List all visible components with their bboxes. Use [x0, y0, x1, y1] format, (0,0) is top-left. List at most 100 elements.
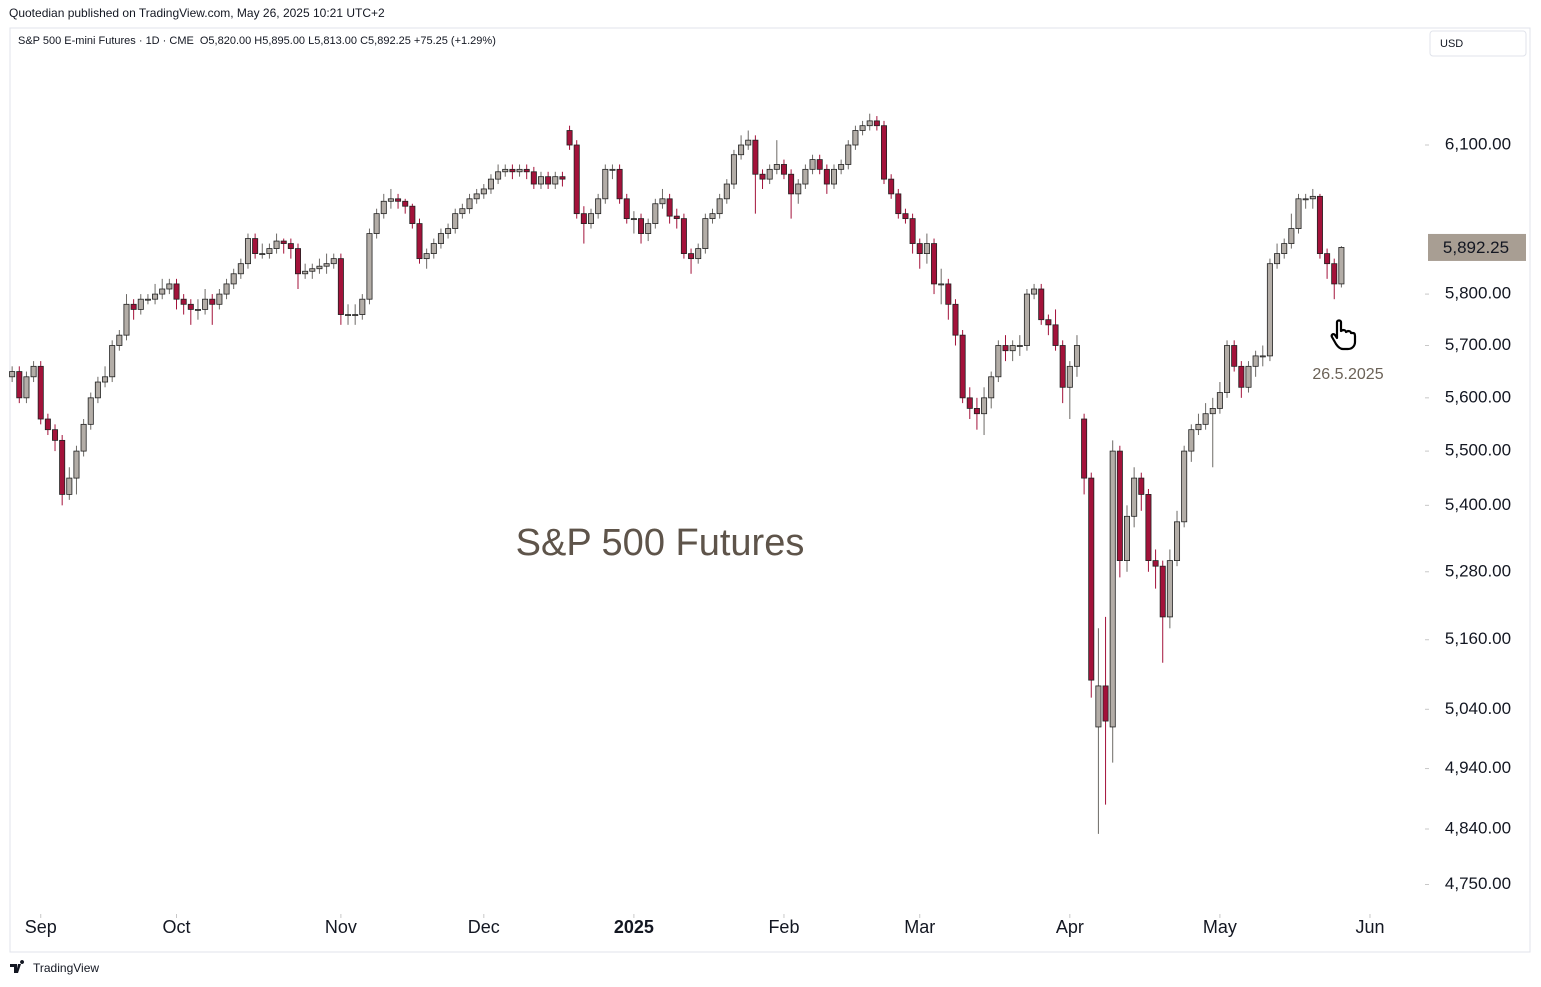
- candle-body: [638, 218, 645, 234]
- candle-body: [1309, 195, 1316, 200]
- candle-body: [209, 298, 216, 305]
- candle-body: [1231, 345, 1238, 367]
- candle-body: [916, 243, 923, 254]
- candle-body: [988, 376, 995, 399]
- candle-body: [1002, 345, 1009, 352]
- candle-body: [166, 283, 173, 290]
- candle-body: [588, 213, 595, 224]
- last-price-label: 5,892.25: [1443, 238, 1509, 257]
- candle-body: [502, 168, 509, 173]
- candle-body: [352, 314, 359, 316]
- x-tick-label: Apr: [1056, 917, 1084, 937]
- candle-body: [116, 334, 123, 346]
- candle-body: [888, 178, 895, 195]
- candle-body: [580, 213, 587, 224]
- candle-body: [509, 168, 516, 173]
- candle-body: [1073, 345, 1080, 367]
- candle-body: [645, 223, 652, 234]
- candle-body: [859, 125, 866, 131]
- candle-body: [609, 168, 616, 171]
- x-tick-label: Mar: [904, 917, 935, 937]
- legend-title: S&P 500 E-mini Futures · 1D · CME: [18, 35, 194, 47]
- candle-body: [1166, 560, 1173, 618]
- candle-body: [173, 283, 180, 300]
- candle-body: [345, 314, 352, 316]
- candle-body: [1281, 243, 1288, 254]
- candle-body: [445, 228, 452, 234]
- candle-body: [1316, 195, 1323, 254]
- y-tick-label: 5,500.00: [1445, 441, 1511, 460]
- candle-body: [187, 303, 194, 310]
- y-tick-label: 4,840.00: [1445, 818, 1511, 837]
- y-tick-label: 6,100.00: [1445, 134, 1511, 153]
- candle-body: [809, 159, 816, 170]
- x-tick-label: Feb: [768, 917, 799, 937]
- candle-body: [959, 334, 966, 399]
- candle-body: [273, 240, 280, 249]
- candle-body: [459, 208, 466, 215]
- candle-body: [1052, 324, 1059, 346]
- candle-body: [287, 243, 294, 249]
- currency-box[interactable]: [1429, 30, 1527, 57]
- candle-body: [130, 303, 137, 310]
- candle-body: [9, 371, 16, 378]
- candle-body: [616, 168, 623, 200]
- candle-body: [1209, 408, 1216, 415]
- candle-body: [552, 176, 559, 185]
- candle-body: [366, 233, 373, 300]
- candle-body: [66, 477, 73, 495]
- candle-body: [981, 397, 988, 415]
- candle-body: [902, 213, 909, 220]
- currency[interactable]: USD: [1440, 38, 1463, 50]
- candle-body: [123, 303, 130, 336]
- candle-body: [1266, 263, 1273, 357]
- candle-body: [816, 159, 823, 170]
- candle-body: [73, 450, 80, 479]
- x-tick-label: May: [1203, 917, 1237, 937]
- candle-body: [838, 164, 845, 170]
- candle-body: [202, 298, 209, 310]
- candle-body: [473, 193, 480, 200]
- candle-body: [659, 198, 666, 205]
- candle-body: [995, 345, 1002, 378]
- candle-body: [30, 365, 37, 378]
- candle-body: [1145, 494, 1152, 562]
- candle-body: [1102, 685, 1109, 722]
- candle-body: [152, 293, 159, 300]
- candle-body: [1216, 392, 1223, 409]
- candle-body: [373, 213, 380, 234]
- candle-body: [1009, 345, 1016, 352]
- y-tick-label: 5,600.00: [1445, 387, 1511, 406]
- candle-body: [1302, 198, 1309, 201]
- candle-body: [1324, 253, 1331, 265]
- x-tick-label: Jun: [1355, 917, 1384, 937]
- candle-body: [945, 283, 952, 305]
- candle-body: [573, 144, 580, 215]
- candle-body: [602, 168, 609, 200]
- candle-body: [259, 253, 266, 255]
- candle-body: [309, 268, 316, 272]
- candle-body: [1245, 365, 1252, 388]
- candle-body: [194, 309, 201, 311]
- candle-body: [180, 298, 187, 305]
- chart-frame: [9, 27, 1531, 953]
- candle-body: [773, 164, 780, 170]
- candle-body: [337, 258, 344, 315]
- candle-body: [244, 238, 251, 265]
- candle-body: [759, 173, 766, 180]
- candle-body: [909, 218, 916, 244]
- candle-body: [1331, 263, 1338, 285]
- candle-body: [516, 168, 523, 173]
- candle-body: [523, 168, 530, 173]
- candle-body: [23, 376, 30, 399]
- candle-body: [59, 439, 66, 495]
- header: Quotedian published on TradingView.com, …: [9, 6, 385, 20]
- candle-body: [795, 183, 802, 195]
- footer: TradingView: [33, 961, 99, 975]
- y-tick-label: 4,750.00: [1445, 874, 1511, 893]
- candle-body: [1274, 253, 1281, 265]
- candle-body: [1195, 423, 1202, 431]
- candle-body: [230, 273, 237, 285]
- candle-body: [630, 218, 637, 221]
